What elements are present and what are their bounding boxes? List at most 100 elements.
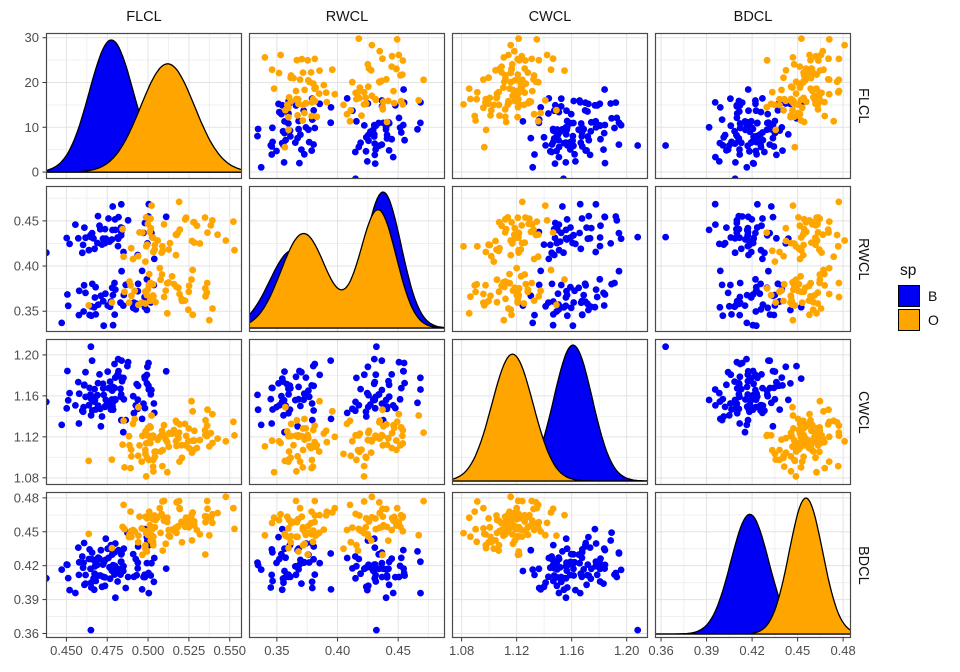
legend: sp B O bbox=[898, 262, 939, 333]
panel-border bbox=[248, 32, 446, 180]
panel-border bbox=[45, 32, 243, 180]
row-strip-rwcl: RWCL bbox=[855, 237, 871, 281]
y-tick-row1-10: 10 bbox=[25, 120, 39, 135]
y-tick-row3-1.16: 1.16 bbox=[14, 388, 39, 403]
y-tick-row2-0.35: 0.35 bbox=[14, 304, 39, 319]
panel-bdcl-flcl bbox=[46, 492, 242, 638]
panel-border bbox=[451, 338, 649, 486]
panel-rwcl-cwcl bbox=[452, 186, 648, 332]
x-tick-rwcl-0.45: 0.45 bbox=[386, 643, 411, 658]
points-o bbox=[763, 35, 848, 151]
legend-title: sp bbox=[900, 262, 917, 279]
points-o bbox=[261, 35, 427, 151]
column-strip-cwcl: CWCL bbox=[528, 9, 572, 25]
panel-border bbox=[45, 491, 243, 639]
density-cwcl-o bbox=[452, 353, 648, 482]
panel-flcl-rwcl bbox=[249, 33, 445, 179]
x-tick-flcl-0.550: 0.550 bbox=[213, 643, 246, 658]
y-tick-row3-1.20: 1.20 bbox=[14, 347, 39, 362]
density-rwcl-o bbox=[249, 209, 445, 329]
y-tick-row2-0.40: 0.40 bbox=[14, 259, 39, 274]
panel-rwcl-rwcl bbox=[249, 186, 445, 332]
x-tick-flcl-0.525: 0.525 bbox=[173, 643, 206, 658]
y-tick-row3-1.12: 1.12 bbox=[14, 429, 39, 444]
points-o bbox=[460, 198, 568, 324]
panel-border bbox=[248, 185, 446, 333]
panel-border bbox=[654, 32, 852, 180]
points-b bbox=[519, 86, 642, 179]
x-tick-bdcl-0.39: 0.39 bbox=[694, 643, 719, 658]
panel-flcl-cwcl bbox=[452, 33, 648, 179]
y-tick-row1-30: 30 bbox=[25, 30, 39, 45]
y-tick-row4-0.42: 0.42 bbox=[14, 558, 39, 573]
legend-label-o: O bbox=[928, 312, 939, 328]
points-b bbox=[662, 200, 805, 330]
column-strip-flcl: FLCL bbox=[126, 9, 162, 25]
x-tick-flcl-0.450: 0.450 bbox=[50, 643, 83, 658]
panel-rwcl-flcl bbox=[46, 186, 242, 332]
legend-swatch-b bbox=[898, 285, 920, 307]
y-tick-row4-0.45: 0.45 bbox=[14, 524, 39, 539]
panel-border bbox=[451, 185, 649, 333]
points-o bbox=[763, 397, 848, 480]
x-tick-flcl-0.500: 0.500 bbox=[132, 643, 165, 658]
points-o bbox=[460, 35, 568, 151]
panel-border bbox=[451, 491, 649, 639]
row-strip-flcl: FLCL bbox=[855, 88, 871, 124]
x-tick-rwcl-0.40: 0.40 bbox=[325, 643, 350, 658]
y-tick-row1-0: 0 bbox=[32, 165, 39, 180]
y-tick-row2-0.45: 0.45 bbox=[14, 213, 39, 228]
panel-rwcl-bdcl bbox=[655, 186, 851, 332]
density-flcl-o bbox=[46, 63, 242, 173]
panel-border bbox=[451, 32, 649, 180]
y-tick-row4-0.36: 0.36 bbox=[14, 626, 39, 641]
panel-border bbox=[654, 185, 852, 333]
column-strip-rwcl: RWCL bbox=[325, 9, 369, 25]
y-tick-row4-0.39: 0.39 bbox=[14, 592, 39, 607]
row-strip-bdcl: BDCL bbox=[855, 545, 871, 585]
points-b bbox=[662, 343, 805, 436]
legend-entry-b: B bbox=[898, 285, 939, 307]
points-b bbox=[519, 525, 642, 634]
points-o bbox=[261, 493, 427, 559]
panel-border bbox=[654, 338, 852, 486]
y-tick-row1-20: 20 bbox=[25, 75, 39, 90]
points-b bbox=[254, 343, 424, 436]
y-tick-row3-1.08: 1.08 bbox=[14, 470, 39, 485]
x-tick-bdcl-0.45: 0.45 bbox=[785, 643, 810, 658]
legend-label-b: B bbox=[928, 288, 938, 304]
x-tick-cwcl-1.12: 1.12 bbox=[504, 643, 529, 658]
panel-bdcl-bdcl bbox=[655, 492, 851, 638]
y-tick-row4-0.48: 0.48 bbox=[14, 490, 39, 505]
x-tick-cwcl-1.16: 1.16 bbox=[559, 643, 584, 658]
panel-bdcl-cwcl bbox=[452, 492, 648, 638]
column-strip-bdcl: BDCL bbox=[733, 9, 773, 25]
panel-cwcl-flcl bbox=[46, 339, 242, 485]
x-tick-bdcl-0.42: 0.42 bbox=[739, 643, 764, 658]
panel-border bbox=[248, 491, 446, 639]
points-o bbox=[85, 493, 238, 559]
x-tick-flcl-0.475: 0.475 bbox=[91, 643, 124, 658]
points-o bbox=[85, 198, 238, 324]
density-bdcl-o bbox=[655, 497, 851, 635]
legend-entry-o: O bbox=[898, 309, 939, 331]
panel-border bbox=[654, 491, 852, 639]
panel-cwcl-bdcl bbox=[655, 339, 851, 485]
points-b bbox=[46, 343, 170, 436]
row-strip-cwcl: CWCL bbox=[855, 390, 871, 434]
points-o bbox=[261, 397, 427, 480]
x-tick-cwcl-1.08: 1.08 bbox=[449, 643, 474, 658]
x-tick-cwcl-1.20: 1.20 bbox=[614, 643, 639, 658]
panel-flcl-bdcl bbox=[655, 33, 851, 179]
axis-labels: 0.450 0.475 0.500 0.525 0.550 0.35 0.40 0.45 1.0… bbox=[14, 30, 856, 658]
panel-bdcl-rwcl bbox=[249, 492, 445, 638]
x-tick-rwcl-0.35: 0.35 bbox=[264, 643, 289, 658]
legend-swatch-o bbox=[898, 309, 920, 331]
panel-cwcl-cwcl bbox=[452, 339, 648, 485]
panel-border bbox=[248, 338, 446, 486]
panel-border bbox=[45, 338, 243, 486]
points-o bbox=[460, 493, 568, 559]
panel-border bbox=[45, 185, 243, 333]
